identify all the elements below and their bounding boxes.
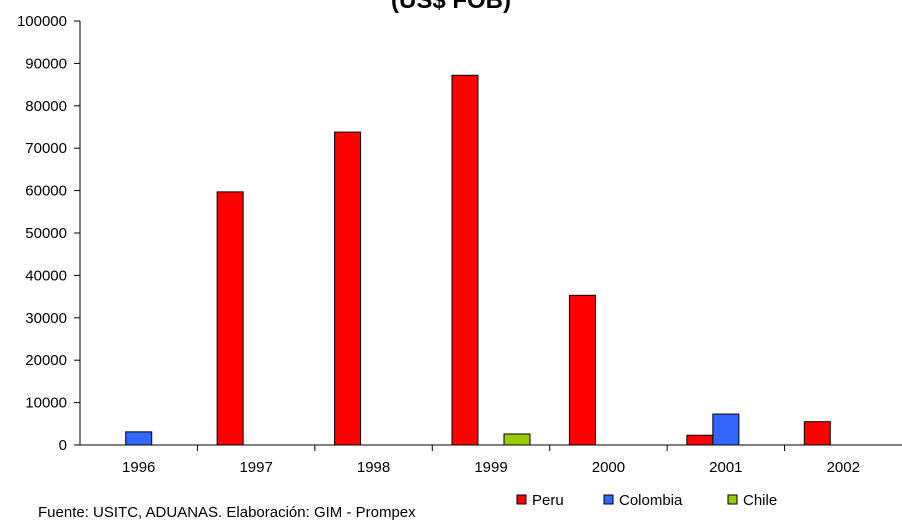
bar-colombia-1996	[125, 431, 153, 446]
bar-peru-2000	[568, 294, 596, 446]
x-tick-label: 1998	[357, 459, 390, 476]
y-tick-label: 100000	[17, 13, 67, 30]
legend-label-chile: Chile	[743, 492, 777, 509]
y-tick-label: 80000	[25, 98, 67, 115]
x-tick-label: 2001	[709, 459, 742, 476]
x-tick-label: 2002	[827, 459, 860, 476]
bar-peru-2002	[803, 421, 831, 446]
legend-swatch-peru	[516, 494, 527, 505]
y-tick-label: 50000	[25, 225, 67, 242]
bar-chile-1999	[503, 433, 531, 446]
bar-peru-1999	[451, 74, 479, 446]
y-tick-label: 90000	[25, 55, 67, 72]
bar-peru-1998	[334, 131, 362, 446]
x-tick-label: 1999	[474, 459, 507, 476]
legend-swatch-colombia	[603, 494, 614, 505]
chart-title: (US$ FOB)	[391, 0, 511, 14]
legend-label-colombia: Colombia	[619, 492, 683, 509]
bar-peru-1997	[216, 191, 244, 446]
chart-bars	[125, 74, 831, 446]
x-tick-label: 2000	[592, 459, 625, 476]
y-tick-label: 70000	[25, 140, 67, 157]
y-tick-label: 0	[59, 437, 67, 454]
bar-peru-2001	[686, 434, 714, 446]
bar-colombia-2001	[712, 413, 740, 446]
y-tick-label: 20000	[25, 352, 67, 369]
y-tick-label: 40000	[25, 267, 67, 284]
y-tick-label: 60000	[25, 183, 67, 200]
legend-label-peru: Peru	[532, 492, 564, 509]
chart-axes: 0 10000 20000 30000 40000 50000 60000 70000 8000…	[17, 13, 902, 476]
chart-legend: Peru Colombia Chile	[516, 492, 777, 509]
legend-swatch-chile	[727, 494, 738, 505]
x-tick-label: 1996	[122, 459, 155, 476]
source-note: Fuente: USITC, ADUANAS. Elaboración: GIM…	[38, 504, 416, 521]
y-tick-label: 30000	[25, 310, 67, 327]
y-tick-label: 10000	[25, 395, 67, 412]
x-tick-label: 1997	[239, 459, 272, 476]
